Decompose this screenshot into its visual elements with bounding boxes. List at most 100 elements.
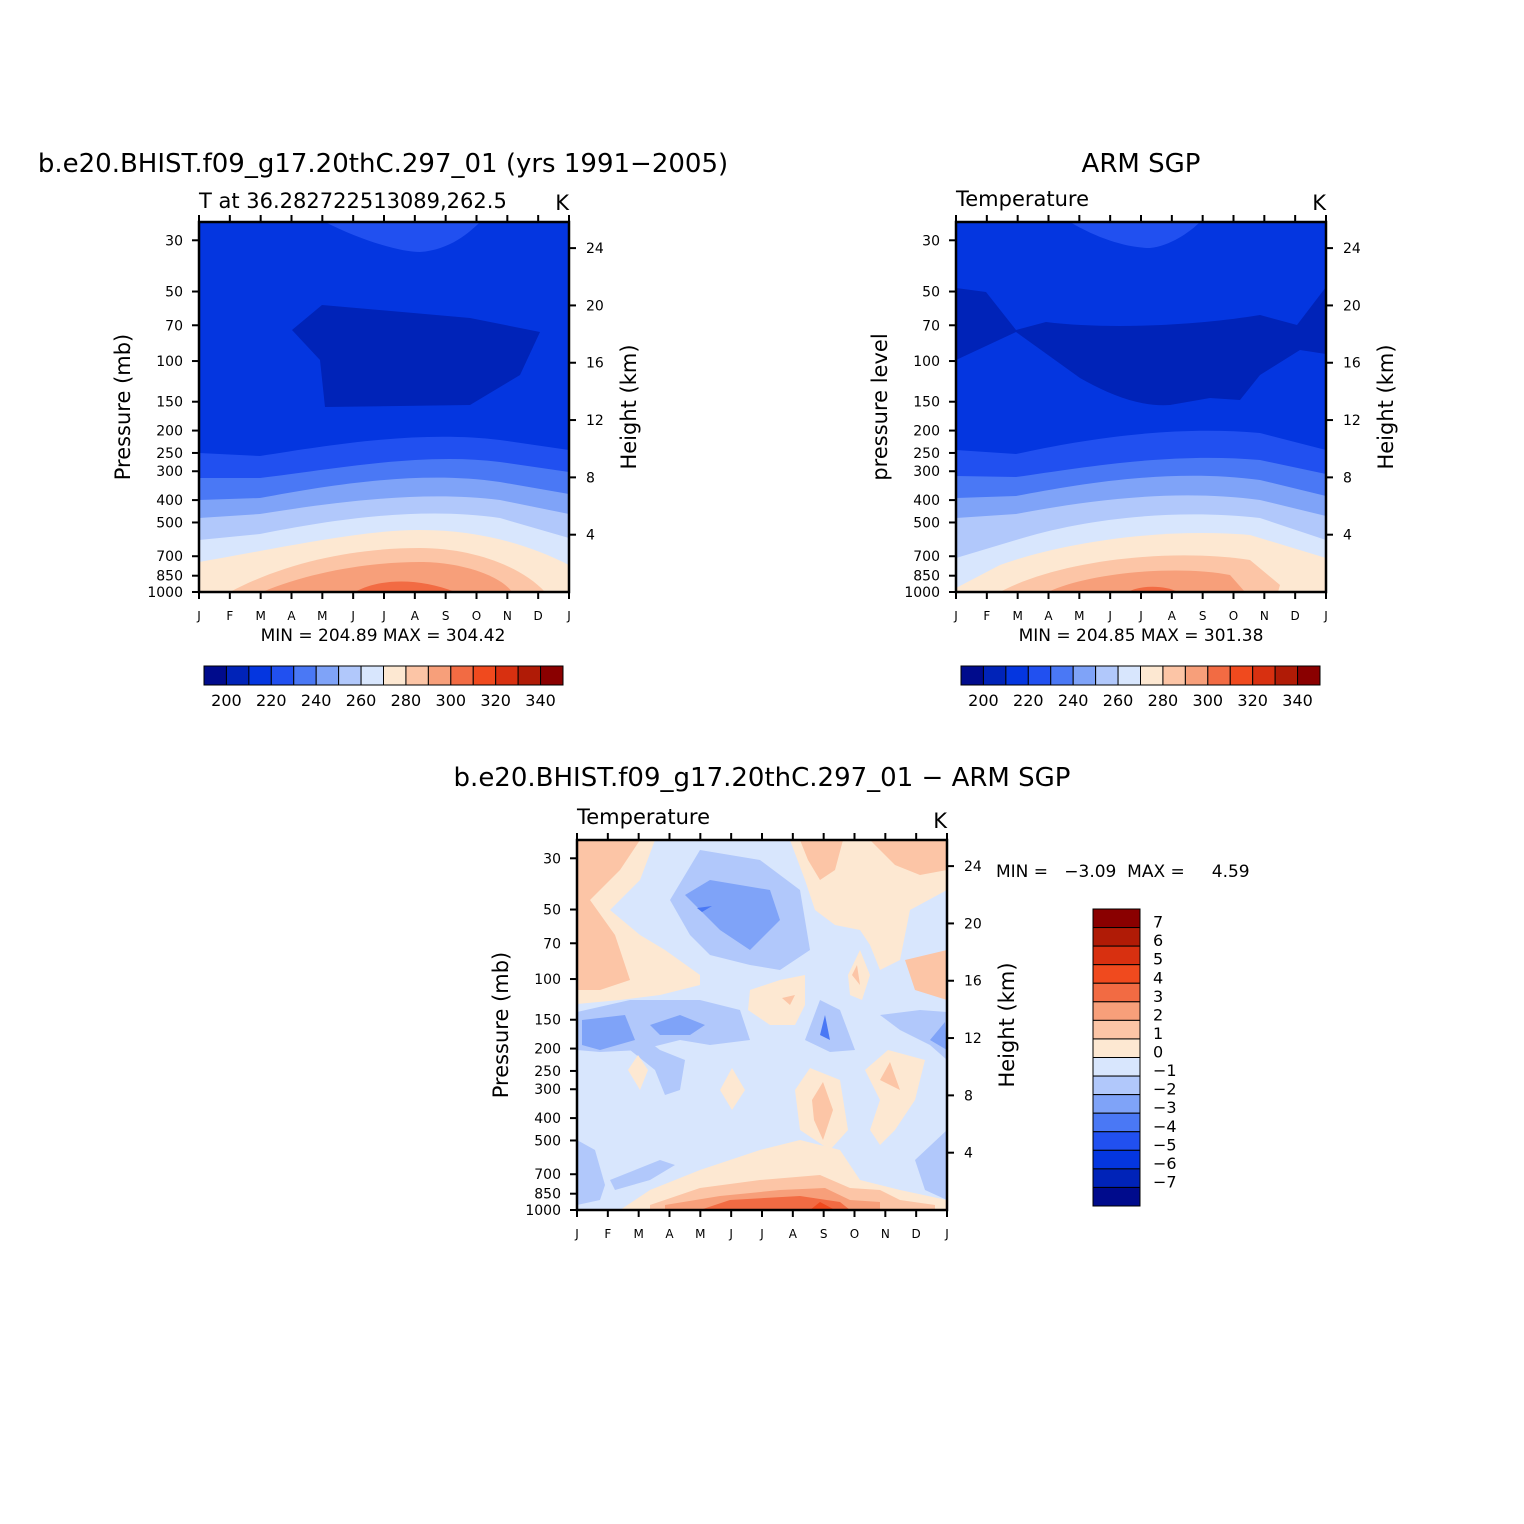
colorbar-label: −5	[1153, 1135, 1177, 1154]
pressure-tick-label: 1000	[525, 1203, 561, 1219]
month-label: J	[196, 609, 201, 623]
colorbar-swatch	[1092, 1149, 1141, 1170]
height-tick-label: 20	[586, 298, 604, 314]
colorbar-label: 280	[391, 691, 422, 710]
pressure-tick-label: 700	[534, 1167, 561, 1183]
month-label: M	[1074, 609, 1084, 623]
colorbar-swatch	[1229, 665, 1254, 686]
pressure-tick-label: 400	[913, 493, 940, 509]
pressure-tick-label: 250	[913, 446, 940, 462]
pressure-tick-label: 300	[156, 464, 183, 480]
month-label: O	[472, 609, 481, 623]
colorbar-label: 1	[1153, 1024, 1163, 1043]
height-tick-label: 8	[964, 1088, 973, 1104]
month-label: A	[1168, 609, 1177, 623]
colorbar-label: 5	[1153, 950, 1163, 969]
height-tick-label: 16	[964, 974, 982, 990]
month-label: J	[1138, 609, 1143, 623]
panel-diff-right-axis-label: Height (km)	[995, 962, 1019, 1087]
colorbar-label: 300	[436, 691, 467, 710]
height-tick-label: 16	[1343, 356, 1361, 372]
colorbar-swatch	[1092, 1094, 1141, 1114]
colorbar-swatch	[1050, 665, 1074, 686]
month-label: M	[633, 1227, 643, 1241]
pressure-tick-label: 100	[534, 972, 561, 988]
month-label: M	[317, 609, 327, 623]
pressure-tick-label: 500	[913, 515, 940, 531]
colorbar-swatch	[1092, 1001, 1141, 1021]
colorbar-label: 340	[525, 691, 556, 710]
height-tick-label: 16	[586, 356, 604, 372]
month-label: J	[953, 609, 958, 623]
colorbar-swatch	[450, 665, 474, 686]
colorbar-swatch	[1027, 665, 1052, 686]
pressure-tick-label: 300	[913, 464, 940, 480]
pressure-tick-label: 1000	[904, 585, 940, 601]
panel-model-units: K	[555, 191, 570, 215]
month-label: D	[534, 609, 543, 623]
colorbar-swatch	[248, 665, 272, 686]
height-tick-label: 12	[586, 413, 604, 429]
month-label: J	[1323, 609, 1328, 623]
panel-model-left-axis-label: Pressure (mb)	[111, 334, 135, 481]
pressure-tick-label: 500	[156, 515, 183, 531]
pressure-tick-label: 30	[165, 233, 183, 249]
month-label: J	[1107, 609, 1112, 623]
panel-diff-minmax: MIN = −3.09 MAX = 4.59	[996, 862, 1250, 882]
height-tick-label: 4	[964, 1146, 973, 1162]
colorbar-swatch	[405, 665, 429, 686]
colorbar-swatch	[1092, 1057, 1141, 1077]
panel-model: b.e20.BHIST.f09_g17.20thC.297_01 (yrs 19…	[38, 149, 728, 710]
month-label: F	[983, 609, 990, 623]
month-label: J	[381, 609, 386, 623]
month-label: D	[912, 1227, 921, 1241]
pressure-tick-label: 500	[534, 1133, 561, 1149]
pressure-tick-label: 700	[156, 549, 183, 565]
colorbar-label: 220	[256, 691, 287, 710]
colorbar-label: −2	[1153, 1080, 1177, 1099]
colorbar-swatch	[1005, 665, 1029, 686]
pressure-tick-label: 150	[913, 395, 940, 411]
panel-obs-left-axis-label: pressure level	[868, 333, 892, 480]
colorbar-label: −7	[1153, 1172, 1177, 1191]
month-label: F	[226, 609, 233, 623]
panel-obs-units: K	[1312, 191, 1327, 215]
month-label: A	[287, 609, 296, 623]
colorbar-label: 280	[1148, 691, 1179, 710]
colorbar-swatch	[1207, 665, 1231, 686]
height-tick-label: 8	[1343, 470, 1352, 486]
panel-diff-units: K	[933, 809, 948, 833]
panel-model-subtitle: T at 36.282722513089,262.5	[198, 189, 507, 213]
pressure-tick-label: 400	[156, 493, 183, 509]
colorbar-swatch	[1092, 1038, 1141, 1058]
month-label: O	[850, 1227, 859, 1241]
month-label: S	[442, 609, 450, 623]
colorbar-swatch	[472, 665, 497, 686]
month-label: N	[1260, 609, 1269, 623]
colorbar-label: 0	[1153, 1043, 1163, 1062]
pressure-tick-label: 30	[543, 851, 561, 867]
pressure-tick-label: 150	[156, 395, 183, 411]
height-tick-label: 12	[1343, 413, 1361, 429]
panel-obs-minmax: MIN = 204.85 MAX = 301.38	[1019, 626, 1264, 646]
pressure-tick-label: 30	[922, 233, 940, 249]
colorbar-swatch	[225, 665, 250, 686]
height-tick-label: 12	[964, 1031, 982, 1047]
colorbar-swatch	[1092, 982, 1141, 1003]
colorbar-swatch	[1092, 927, 1141, 947]
colorbar-swatch	[1092, 1186, 1141, 1207]
colorbar-swatch	[540, 665, 564, 686]
colorbar-label: 240	[301, 691, 332, 710]
colorbar-label: 240	[1058, 691, 1089, 710]
colorbar-swatch	[495, 665, 519, 686]
month-label: J	[759, 1227, 764, 1241]
panel-diff: b.e20.BHIST.f09_g17.20thC.297_01 − ARM S…	[454, 763, 1250, 1241]
colorbar-swatch	[203, 665, 227, 686]
panel-obs-title: ARM SGP	[1082, 149, 1201, 179]
month-label: J	[944, 1227, 949, 1241]
pressure-tick-label: 250	[534, 1064, 561, 1080]
panel-model-title: b.e20.BHIST.f09_g17.20thC.297_01 (yrs 19…	[38, 149, 728, 179]
panel-diff-contours	[577, 840, 947, 1210]
